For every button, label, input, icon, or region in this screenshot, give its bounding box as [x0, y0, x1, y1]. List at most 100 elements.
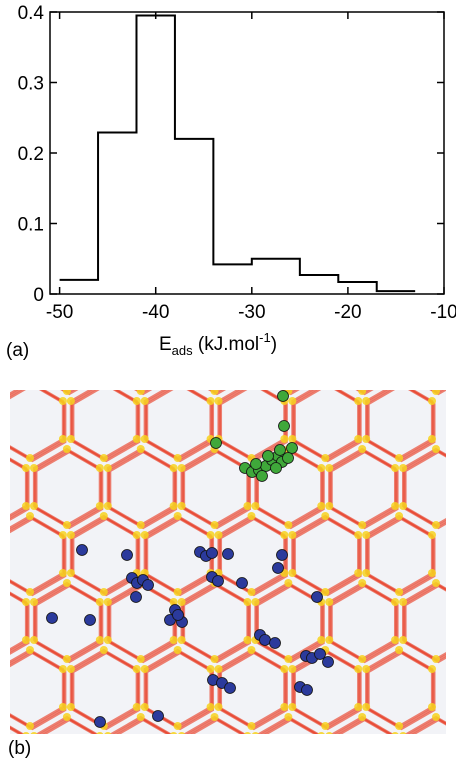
framework-atom [317, 502, 326, 510]
framework-atom [354, 569, 363, 577]
framework-atom [317, 636, 326, 644]
framework-ring [140, 390, 215, 463]
framework-atom [317, 732, 325, 734]
framework-ring [66, 390, 141, 463]
framework-atom [391, 502, 400, 510]
framework-atom [95, 502, 104, 510]
framework-bond [146, 390, 215, 463]
framework-atom [362, 435, 371, 443]
framework-atom [22, 732, 30, 734]
framework-ring [214, 512, 289, 597]
framework-atom [243, 502, 252, 510]
framework-ring [30, 713, 104, 734]
x-axis-label-subscript: ads [172, 343, 193, 358]
adsorbate-atom-blue [94, 716, 106, 728]
y-tick-label: 0.3 [18, 74, 44, 95]
framework-atom [132, 703, 141, 711]
framework-atom [321, 454, 330, 462]
framework-ring [362, 646, 436, 731]
framework-ring [355, 390, 374, 396]
framework-atom [99, 588, 108, 596]
framework-ring [429, 390, 446, 396]
adsorbate-atom-blue [130, 591, 142, 603]
adsorbate-atom-green [278, 420, 290, 432]
framework-atom [173, 512, 182, 520]
framework-atom [140, 665, 149, 673]
framework-atom [66, 665, 75, 673]
framework-ring [10, 390, 67, 463]
adsorbate-atom-blue [322, 656, 334, 668]
framework-atom [58, 703, 67, 711]
framework-atom [169, 598, 178, 606]
framework-atom [354, 435, 363, 443]
x-axis-label-close: ) [271, 334, 277, 355]
framework-bond [403, 449, 446, 528]
framework-atom [173, 722, 182, 730]
framework-atom [99, 646, 108, 654]
framework-bond [10, 390, 66, 461]
adsorbate-atom-green [250, 458, 262, 470]
framework-atom [66, 435, 75, 443]
framework-atom [288, 435, 297, 443]
histogram-chart: -50 -40 -30 -20 -10 0 0.1 0.2 0.3 0.4 (a) Eads (… [6, 3, 456, 361]
framework-atom [284, 713, 293, 721]
framework-atom [431, 579, 440, 587]
framework-atom [210, 390, 219, 395]
x-axis-ticks: -50 -40 -30 -20 -10 [46, 12, 456, 323]
framework-atom [62, 445, 71, 453]
framework-atom [214, 397, 223, 405]
x-tick-label: -20 [334, 302, 361, 323]
framework-atom [321, 722, 330, 730]
framework-atom [284, 521, 293, 529]
framework-atom [66, 703, 75, 711]
framework-ring [140, 646, 215, 731]
framework-atom [104, 732, 112, 734]
framework-atom [22, 464, 30, 472]
framework-atom [358, 521, 367, 529]
framework-atom [132, 665, 141, 673]
framework-atom [280, 703, 289, 711]
framework-atom [431, 655, 440, 663]
framework-atom [132, 531, 141, 539]
framework-atom [362, 665, 371, 673]
framework-atom [325, 464, 334, 472]
framework-atom [30, 732, 38, 734]
framework-atom [206, 397, 215, 405]
framework-ring [30, 579, 104, 664]
framework-atom [362, 397, 371, 405]
adsorbate-atom-blue [172, 609, 184, 621]
framework-atom [391, 464, 400, 472]
framework-bond [403, 583, 446, 662]
framework-atom [391, 636, 400, 644]
framework-atom [395, 512, 404, 520]
framework-atom [95, 636, 104, 644]
framework-atom [26, 722, 34, 730]
framework-atom [22, 636, 30, 644]
framework-atom [399, 732, 407, 734]
framework-atom [251, 732, 259, 734]
x-tick-label: -10 [430, 302, 456, 323]
framework-atom [140, 703, 149, 711]
adsorbate-atom-blue [212, 575, 224, 587]
framework-ring [10, 646, 67, 731]
adsorbate-atom-green [256, 470, 268, 482]
y-tick-label: 0.1 [18, 215, 44, 236]
framework-atom [358, 579, 367, 587]
framework-atom [427, 665, 436, 673]
framework-atom [177, 636, 186, 644]
adsorbate-atom-blue [236, 577, 248, 589]
framework-atom [354, 531, 363, 539]
framework-atom [22, 598, 30, 606]
framework-atom [99, 512, 108, 520]
framework-illustration [10, 390, 446, 734]
framework-ring [104, 713, 178, 734]
framework-atom [58, 435, 67, 443]
framework-atom [62, 390, 71, 395]
framework-atom [247, 512, 256, 520]
zeolite-snapshot-image [10, 390, 446, 734]
framework-atom [325, 502, 334, 510]
x-tick-label: -30 [238, 302, 265, 323]
framework-atom [62, 521, 71, 529]
y-tick-label: 0.4 [18, 3, 45, 24]
y-tick-label: 0.2 [18, 144, 44, 165]
